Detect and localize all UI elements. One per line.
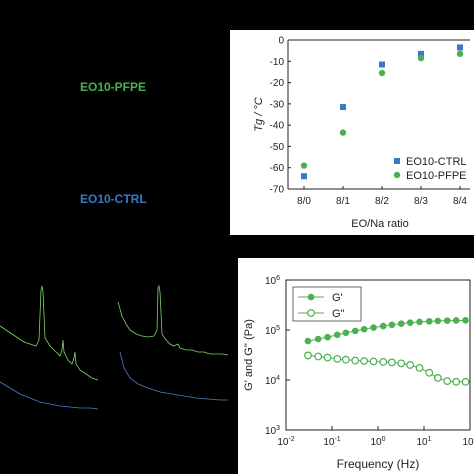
tg-y-axis-label: Tg / °C [253, 97, 265, 131]
tg-x-tick-label: 8/4 [453, 196, 467, 207]
pfpe-spectrum-2 [117, 284, 229, 356]
storage-modulus-point [388, 321, 396, 329]
spectra-traces [0, 284, 229, 410]
tg-x-axis-label: EO/Na ratio [351, 218, 408, 230]
tg-y-tick-label: -10 [270, 57, 285, 68]
loss-modulus-point [323, 353, 332, 362]
tg-legend-marker-pfpe [393, 171, 401, 179]
tg-legend-marker-ctrl [394, 158, 400, 164]
tg-x-tick-label: 8/3 [414, 196, 428, 207]
loss-modulus-point [360, 357, 369, 365]
tg-point-pfpe [378, 69, 386, 77]
ctrl-spectrum-2 [119, 351, 228, 401]
modulus-x-tick-label: 101 [416, 436, 431, 448]
loss-modulus-point [341, 355, 350, 364]
modulus-y-axis-label: G' and G'' (Pa) [243, 319, 255, 391]
tg-point-pfpe [300, 162, 308, 169]
modulus-y-tick-label: 103 [265, 425, 280, 437]
loss-modulus-point [397, 359, 406, 368]
tg-chart-background [230, 30, 474, 235]
storage-modulus-point [425, 318, 433, 325]
modulus-chart-background [238, 258, 474, 474]
storage-modulus-point [314, 335, 322, 343]
storage-modulus-point [342, 329, 350, 337]
tg-y-tick-label: -50 [270, 142, 285, 153]
storage-modulus-point [304, 337, 312, 345]
tg-point-ctrl [379, 61, 385, 68]
modulus-x-axis-label: Frequency (Hz) [337, 457, 420, 471]
ctrl-spectrum-1 [0, 381, 99, 410]
modulus-x-tick-label: 102 [462, 436, 474, 448]
modulus-legend-marker-loss [307, 309, 315, 317]
storage-modulus-point [397, 320, 405, 327]
loss-modulus-point [461, 377, 470, 386]
tg-point-ctrl [418, 50, 424, 57]
storage-modulus-point [370, 324, 377, 331]
storage-modulus-point [434, 317, 442, 325]
modulus-chart: 103 104 105 106 10-2 10-1 100 101 102 Frequency (… [238, 258, 474, 474]
tg-point-ctrl [340, 104, 346, 111]
tg-chart: 0 -10 -20 -30 -40 -50 -60 -70 8/0 8/1 8/2 8/3 8/4 EO/… [230, 30, 474, 235]
modulus-y-tick-label: 104 [265, 375, 280, 387]
storage-modulus-point [324, 333, 331, 341]
loss-modulus-point [333, 354, 342, 363]
modulus-legend-marker-storage [307, 293, 315, 301]
loss-modulus-point [387, 358, 396, 367]
pfpe-spectrum-1 [0, 285, 99, 381]
tg-x-tick-label: 8/2 [375, 196, 389, 207]
loss-modulus-point [314, 352, 323, 361]
tg-x-tick-label: 8/0 [297, 196, 311, 207]
tg-y-tick-label: -70 [270, 185, 285, 196]
storage-modulus-point [360, 325, 368, 333]
modulus-legend-box [292, 286, 362, 322]
modulus-x-tick-label: 10-1 [323, 436, 340, 448]
tg-point-pfpe [417, 54, 425, 62]
tg-point-ctrl [301, 173, 307, 180]
modulus-x-tick-label: 10-2 [277, 436, 294, 448]
modulus-y-tick-label: 106 [265, 275, 280, 287]
storage-modulus-point [379, 322, 387, 330]
ctrl-label: EO10-CTRL [80, 192, 147, 206]
tg-legend-label: EO10-PFPE [406, 170, 467, 182]
modulus-y-tick-label: 105 [265, 325, 280, 337]
loss-modulus-point [415, 363, 424, 372]
loss-modulus-point [425, 368, 434, 377]
loss-modulus-point [379, 358, 388, 366]
storage-modulus-point [452, 317, 460, 324]
loss-modulus-point [369, 357, 378, 366]
storage-modulus-point [462, 317, 469, 324]
modulus-legend-label: G" [332, 308, 345, 320]
tg-y-tick-label: -20 [270, 78, 285, 89]
tg-point-ctrl [457, 44, 463, 51]
pfpe-label: EO10-PFPE [80, 80, 147, 94]
modulus-x-tick-label: 100 [370, 436, 385, 448]
storage-modulus-point [406, 319, 414, 326]
storage-modulus-point [351, 327, 359, 335]
tg-y-tick-label: -30 [270, 99, 285, 110]
tg-point-pfpe [456, 50, 464, 58]
tg-y-tick-label: -40 [270, 121, 285, 132]
tg-x-tick-label: 8/1 [336, 196, 350, 207]
tg-y-tick-label: -60 [270, 163, 285, 174]
tg-legend-label: EO10-CTRL [406, 156, 467, 168]
storage-modulus-point [443, 317, 451, 324]
loss-modulus-point [443, 377, 452, 386]
modulus-legend-label: G' [332, 292, 343, 304]
tg-point-pfpe [339, 129, 347, 136]
storage-modulus-point [416, 318, 423, 326]
loss-modulus-point [351, 356, 360, 365]
loss-modulus-point [304, 351, 312, 360]
storage-modulus-point [333, 331, 341, 339]
loss-modulus-point [452, 377, 461, 386]
loss-modulus-point [433, 374, 442, 382]
tg-y-tick-label: 0 [278, 36, 284, 47]
loss-modulus-point [406, 361, 415, 369]
